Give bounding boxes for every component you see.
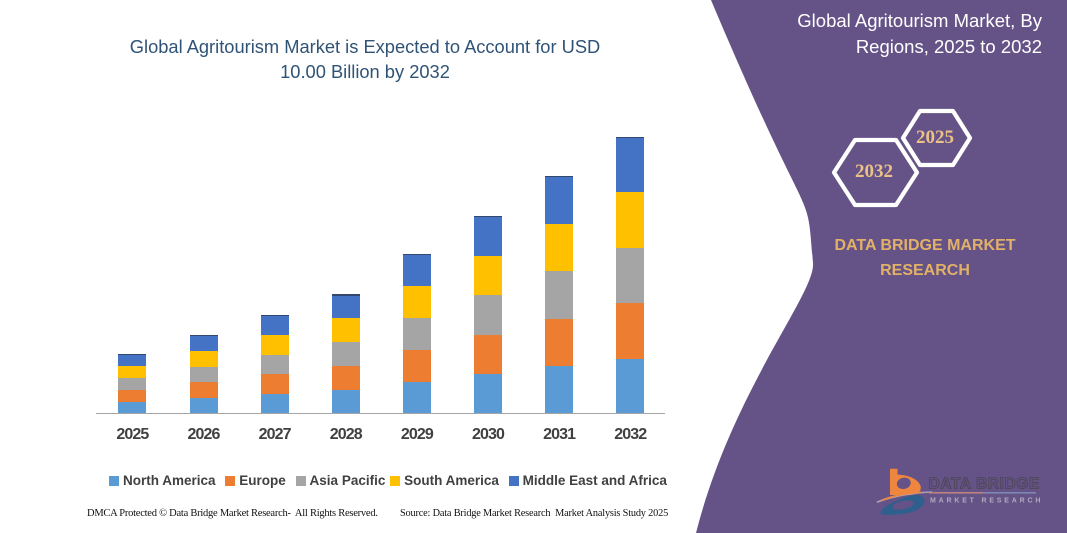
svg-text:MARKET RESEARCH: MARKET RESEARCH — [930, 498, 1043, 505]
svg-text:2025: 2025 — [916, 127, 954, 148]
svg-text:DATA BRIDGE: DATA BRIDGE — [929, 476, 1040, 493]
svg-text:2032: 2032 — [855, 161, 893, 182]
